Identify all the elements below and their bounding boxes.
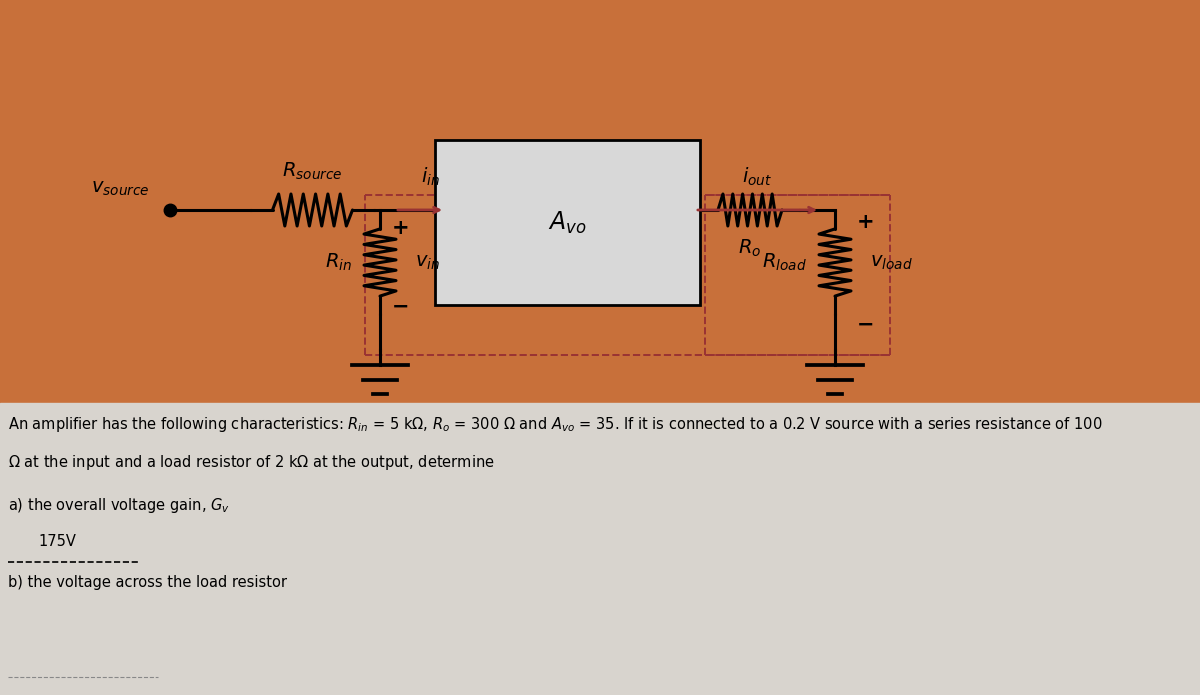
Text: An amplifier has the following characteristics: $R_{in}$ = 5 k$\Omega$, $R_o$ = : An amplifier has the following character…: [8, 415, 1103, 434]
Text: $R_{in}$: $R_{in}$: [325, 252, 352, 273]
Text: $R_{load}$: $R_{load}$: [762, 252, 808, 273]
Text: b) the voltage across the load resistor: b) the voltage across the load resistor: [8, 575, 287, 590]
Text: $i_{out}$: $i_{out}$: [743, 165, 773, 188]
Text: $R_{source}$: $R_{source}$: [282, 161, 343, 182]
Bar: [0, 0, 1200, 403]
Text: $v_{source}$: $v_{source}$: [91, 179, 150, 198]
Text: $i_{in}$: $i_{in}$: [420, 165, 439, 188]
Text: +: +: [857, 212, 875, 232]
Text: 175V: 175V: [38, 534, 76, 549]
Text: $A_{vo}$: $A_{vo}$: [548, 209, 587, 236]
Bar: [434, 140, 700, 305]
Text: −: −: [857, 315, 875, 335]
Text: $v_{in}$: $v_{in}$: [415, 253, 440, 272]
Text: $\Omega$ at the input and a load resistor of 2 k$\Omega$ at the output, determin: $\Omega$ at the input and a load resisto…: [8, 453, 494, 472]
Text: −: −: [392, 297, 409, 317]
Text: +: +: [392, 218, 409, 238]
Bar: [0, 403, 1200, 695]
Text: $R_o$: $R_o$: [738, 238, 762, 259]
Text: $v_{load}$: $v_{load}$: [870, 253, 913, 272]
Text: a) the overall voltage gain, $G_v$: a) the overall voltage gain, $G_v$: [8, 496, 230, 515]
